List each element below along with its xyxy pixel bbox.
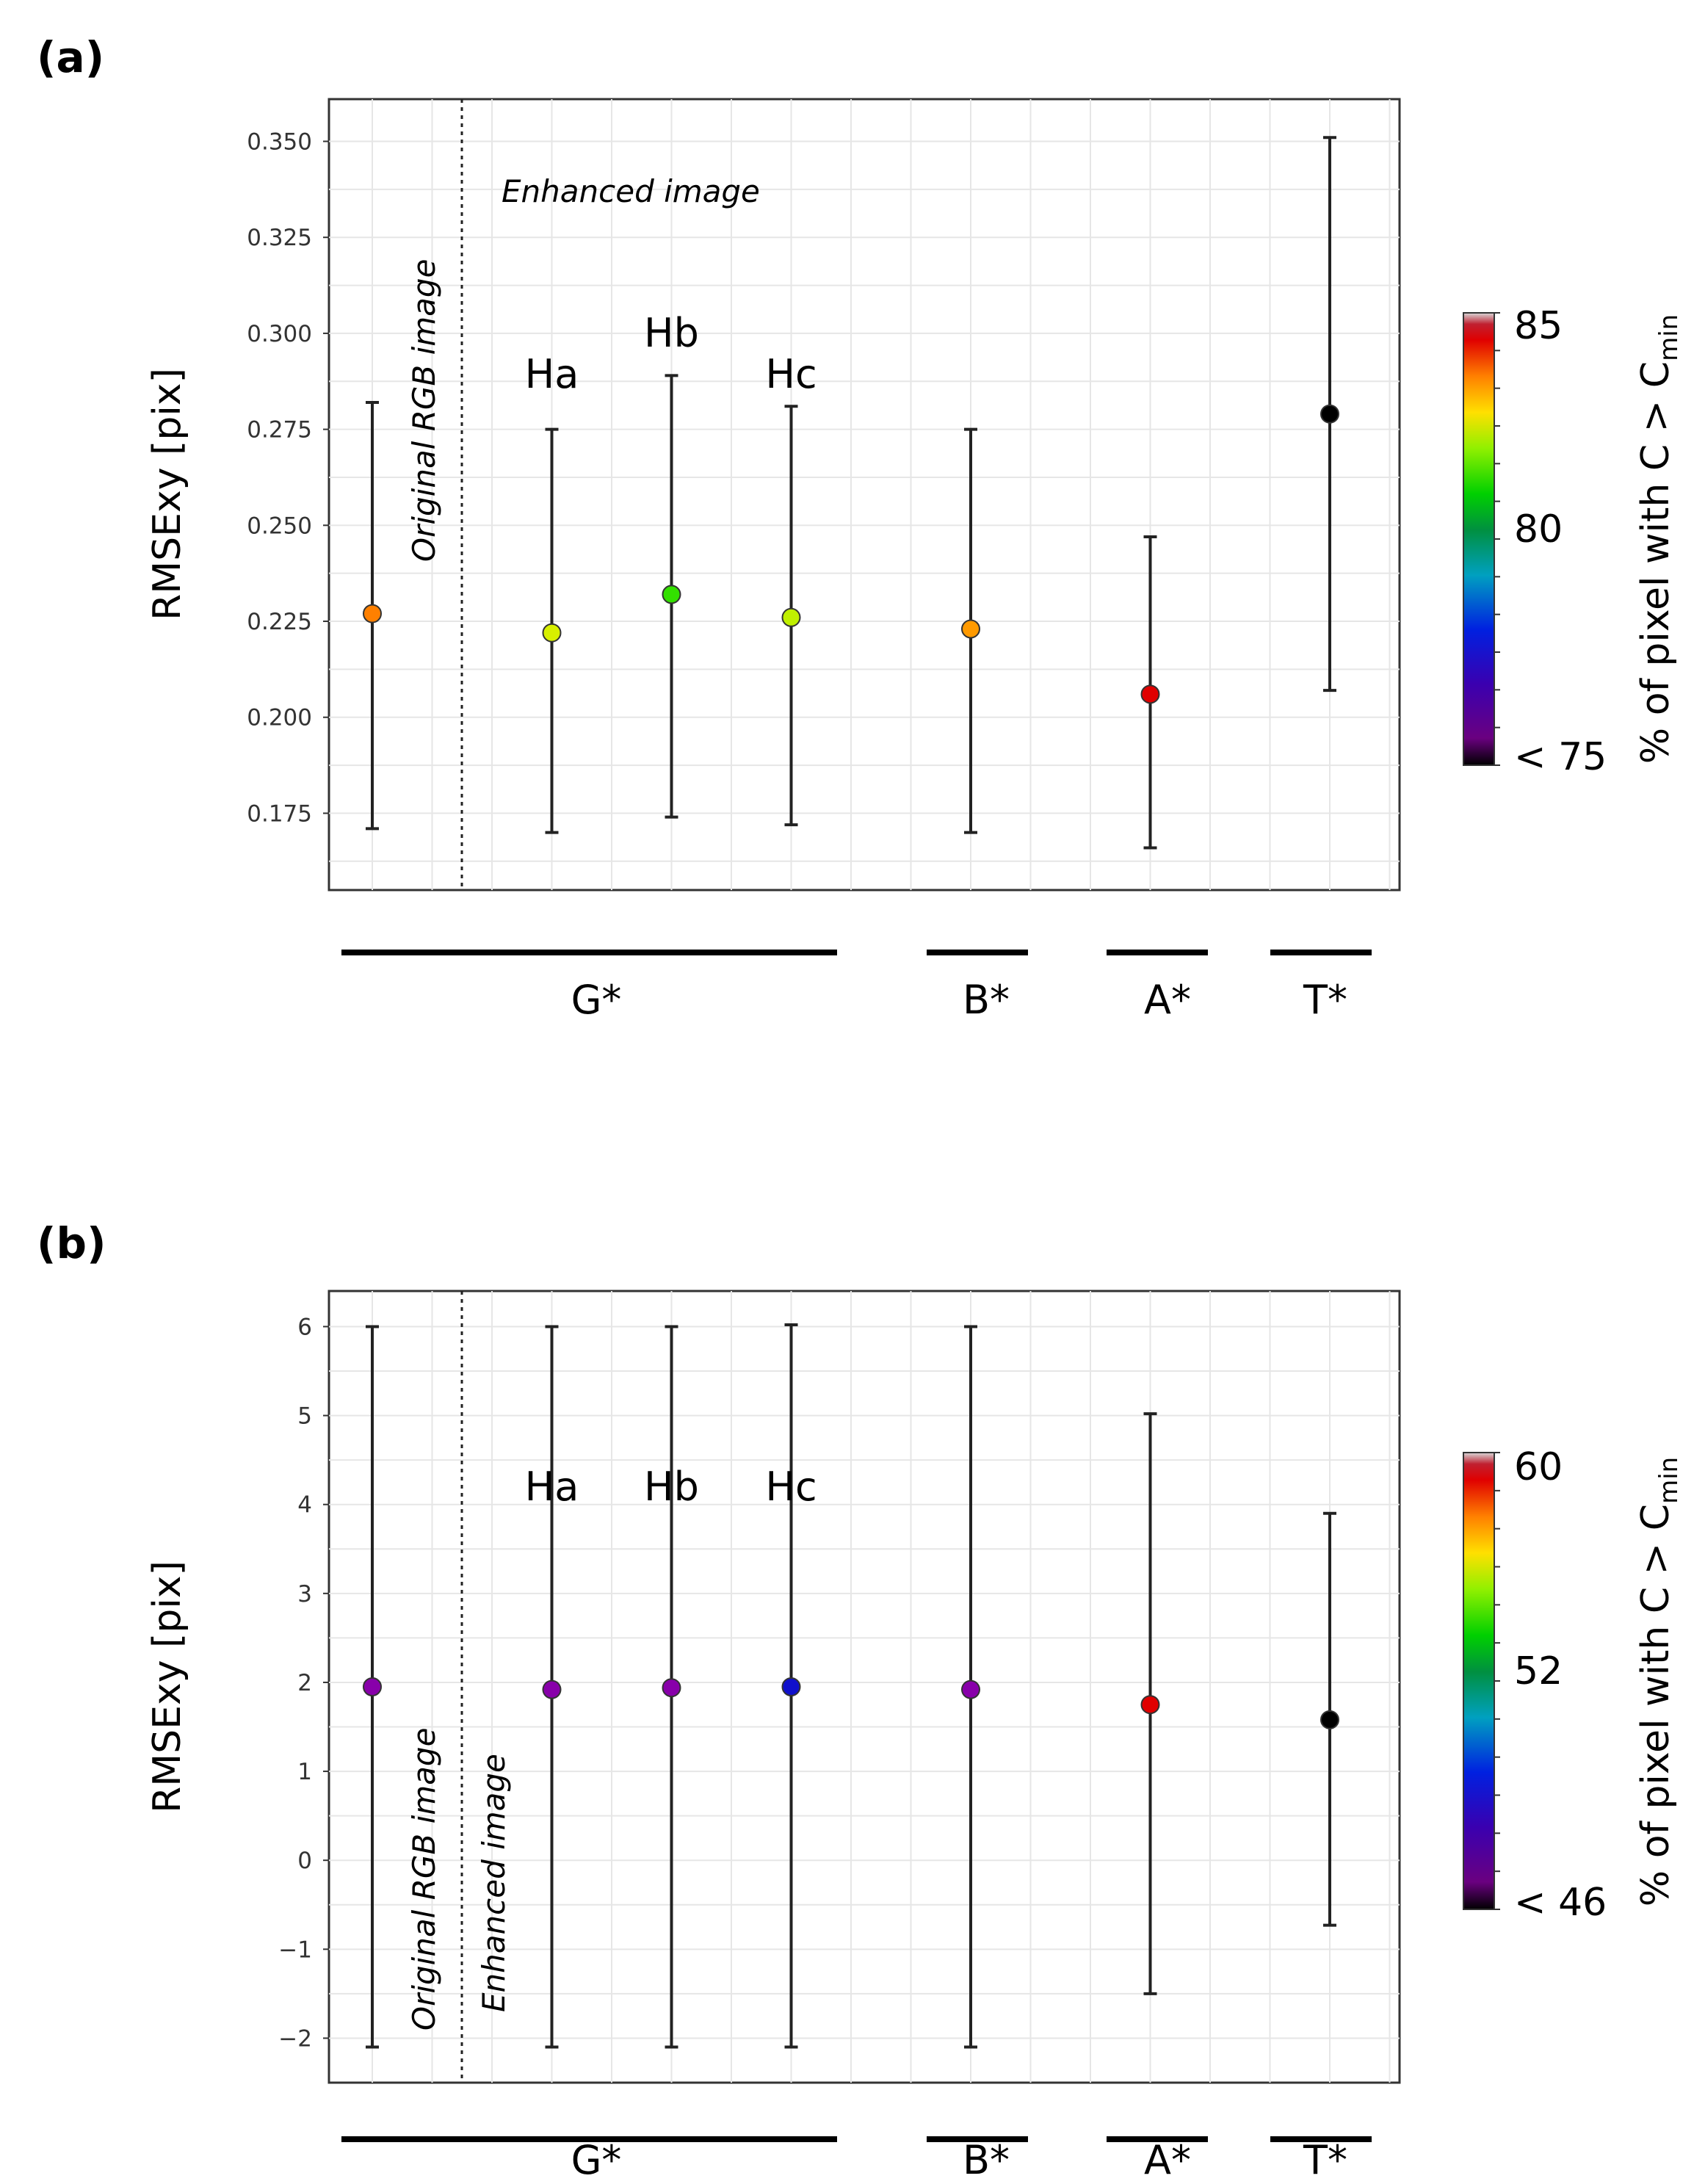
point-marker	[363, 1677, 382, 1696]
colorbar-tick-label: < 75	[1514, 735, 1607, 779]
panel-b: (b) −2 −1 0 1 2 3 4 5 6 RMSExy [pix] Original RG…	[37, 1218, 1684, 2183]
data-point-ha: Ha	[525, 351, 579, 834]
plot-area	[327, 1290, 1401, 2084]
point-marker	[1140, 684, 1160, 704]
y-tick-label: −1	[278, 1937, 312, 1963]
y-tick-label: 0.350	[247, 129, 312, 156]
plot-area	[327, 98, 1401, 892]
point-label: Ha	[525, 1464, 579, 1510]
point-label: Ha	[525, 351, 579, 397]
group-labels: G* B* A* T*	[341, 950, 1372, 1023]
y-tick-label: 0.175	[247, 800, 312, 827]
group-labels: G* B* A* T*	[341, 2136, 1372, 2183]
y-tick-label: 6	[297, 1314, 312, 1340]
group-label: A*	[1144, 977, 1191, 1023]
point-label: Hc	[765, 351, 817, 397]
y-tick-label: 3	[297, 1581, 312, 1608]
panel-a: (a) 0.1750.2000.2250.2500.2750.3000.3250…	[37, 32, 1684, 1023]
colorbar-tick-label: 60	[1514, 1445, 1563, 1489]
y-axis-label: RMSExy [pix]	[145, 368, 189, 621]
y-tick-label: 1	[297, 1759, 312, 1785]
group-label: B*	[963, 2137, 1010, 2183]
point-marker	[1140, 1695, 1160, 1715]
colorbar-label-main: % of pixel with C > C	[1634, 1504, 1678, 1906]
y-tick-label: 0.225	[247, 609, 312, 635]
data-point-hc: Hc	[765, 1323, 817, 2049]
enhanced-image-annotation: Enhanced image	[502, 173, 760, 209]
point-marker	[1320, 404, 1339, 424]
group-label: G*	[571, 977, 622, 1023]
data-point-b	[961, 427, 980, 834]
point-marker	[1320, 1710, 1339, 1729]
colorbar-label-subscript: min	[1654, 1457, 1684, 1504]
colorbar-label-subscript: min	[1654, 314, 1684, 361]
data-points: Ha Hb Hc	[363, 1323, 1339, 2049]
panel-label: (a)	[37, 32, 104, 82]
y-axis-ticks: 0.175 0.200 0.225 0.250 0.275 0.300 0.325 0.350	[247, 129, 329, 827]
y-axis-label: RMSExy [pix]	[145, 1561, 189, 1813]
data-point-hc: Hc	[765, 351, 817, 827]
point-marker	[542, 1679, 562, 1699]
y-axis-ticks: −2 −1 0 1 2 3 4 5 6	[278, 1314, 329, 2052]
point-label: Hc	[765, 1464, 817, 1510]
data-point-ha: Ha	[525, 1325, 579, 2049]
group-label: G*	[571, 2137, 622, 2183]
data-point-a	[1140, 535, 1160, 850]
point-marker	[662, 1678, 681, 1698]
colorbar: 85 80 < 75 % of pixel with C > Cmin	[1463, 304, 1684, 779]
point-marker	[781, 1677, 801, 1696]
colorbar-gradient	[1463, 1452, 1495, 1910]
data-point-b	[961, 1325, 980, 2049]
colorbar-tick-label: 85	[1514, 304, 1563, 348]
y-tick-label: 0.300	[247, 321, 312, 347]
colorbar-tick-label: 52	[1514, 1649, 1563, 1693]
y-tick-label: 5	[297, 1403, 312, 1430]
data-point-original	[363, 1325, 382, 2049]
data-point-t	[1320, 1511, 1339, 1927]
y-tick-label: 0	[297, 1848, 312, 1874]
data-point-hb: Hb	[644, 1325, 699, 2049]
y-tick-label: 0.275	[247, 417, 312, 444]
group-label: B*	[963, 977, 1010, 1023]
point-marker	[781, 607, 801, 627]
point-marker	[363, 604, 382, 623]
point-marker	[542, 623, 562, 643]
panel-label: (b)	[37, 1218, 106, 1268]
colorbar-gradient	[1463, 312, 1495, 766]
group-label: A*	[1144, 2137, 1191, 2183]
point-marker	[961, 1679, 980, 1699]
original-image-annotation: Original RGB image	[406, 259, 442, 562]
y-tick-label: 0.325	[247, 225, 312, 251]
colorbar-label: % of pixel with C > Cmin	[1634, 1457, 1684, 1906]
enhanced-image-annotation: Enhanced image	[476, 1754, 512, 2012]
point-marker	[961, 619, 980, 639]
y-tick-label: 0.200	[247, 705, 312, 731]
y-tick-label: 0.250	[247, 513, 312, 539]
original-image-annotation: Original RGB image	[406, 1728, 442, 2031]
colorbar-label: % of pixel with C > Cmin	[1634, 314, 1684, 764]
grid	[329, 99, 1400, 890]
point-label: Hb	[644, 1464, 699, 1510]
data-point-t	[1320, 136, 1339, 693]
y-tick-label: 2	[297, 1670, 312, 1696]
y-tick-label: 4	[297, 1492, 312, 1519]
point-marker	[662, 585, 681, 604]
data-point-original	[363, 401, 382, 831]
y-tick-label: −2	[278, 2025, 312, 2052]
colorbar-tick-label: < 46	[1514, 1881, 1607, 1925]
point-label: Hb	[644, 310, 699, 356]
colorbar-tick-label: 80	[1514, 507, 1563, 552]
colorbar-label-main: % of pixel with C > C	[1634, 361, 1678, 764]
group-label: T*	[1303, 2137, 1347, 2183]
group-label: T*	[1303, 977, 1347, 1023]
data-points: Ha Hb Hc	[363, 136, 1339, 850]
data-point-a	[1140, 1412, 1160, 1995]
colorbar: 60 52 < 46 % of pixel with C > Cmin	[1463, 1445, 1684, 1925]
data-point-hb: Hb	[644, 310, 699, 819]
